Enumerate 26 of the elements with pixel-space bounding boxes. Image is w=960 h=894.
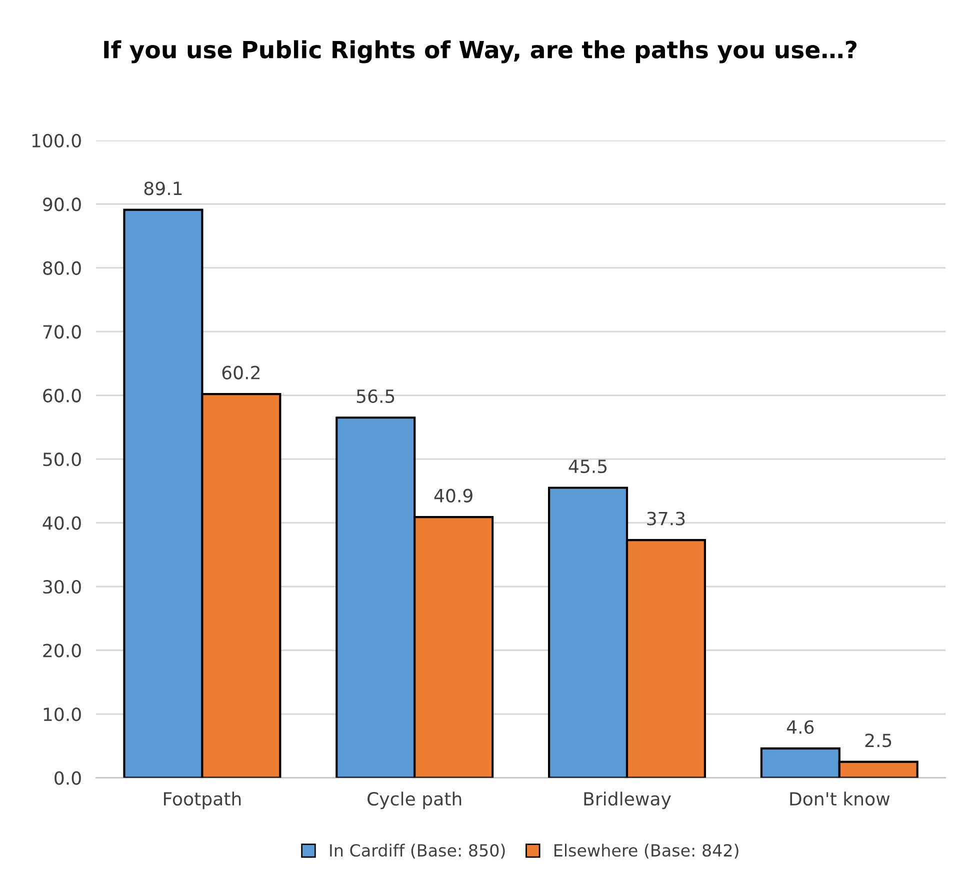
data-label: 60.2 (222, 366, 260, 380)
y-tick-label: 40.0 (42, 516, 81, 530)
chart-title: If you use Public Rights of Way, are the paths you use…? (104, 40, 856, 64)
data-label: 4.6 (786, 720, 814, 734)
x-tick-label: Footpath (164, 792, 241, 810)
legend-label: Elsewhere (Base: 842) (554, 844, 738, 859)
y-tick-label: 70.0 (43, 325, 81, 339)
data-label: 40.9 (434, 488, 472, 502)
y-tick-label: 80.0 (43, 261, 81, 275)
y-tick-label: 30.0 (43, 580, 81, 594)
y-tick-label: 0.0 (54, 771, 81, 785)
data-label: 37.3 (647, 512, 685, 526)
y-tick-label: 10.0 (44, 707, 81, 722)
x-tick-label: Bridleway (584, 792, 671, 810)
data-label: 45.5 (568, 460, 607, 474)
y-tick-label: 90.0 (43, 198, 81, 212)
data-label: 89.1 (144, 182, 182, 196)
y-tick-label: 100.0 (32, 134, 81, 148)
data-label: 2.5 (865, 734, 892, 748)
y-tick-label: 20.0 (43, 644, 81, 658)
data-label: 56.5 (356, 389, 394, 404)
legend-label: In Cardiff (Base: 850) (330, 844, 505, 859)
y-tick-label: 60.0 (43, 388, 81, 402)
x-tick-label: Cycle path (368, 792, 462, 810)
x-tick-label: Don't know (790, 792, 890, 806)
y-tick-label: 50.0 (43, 452, 81, 466)
